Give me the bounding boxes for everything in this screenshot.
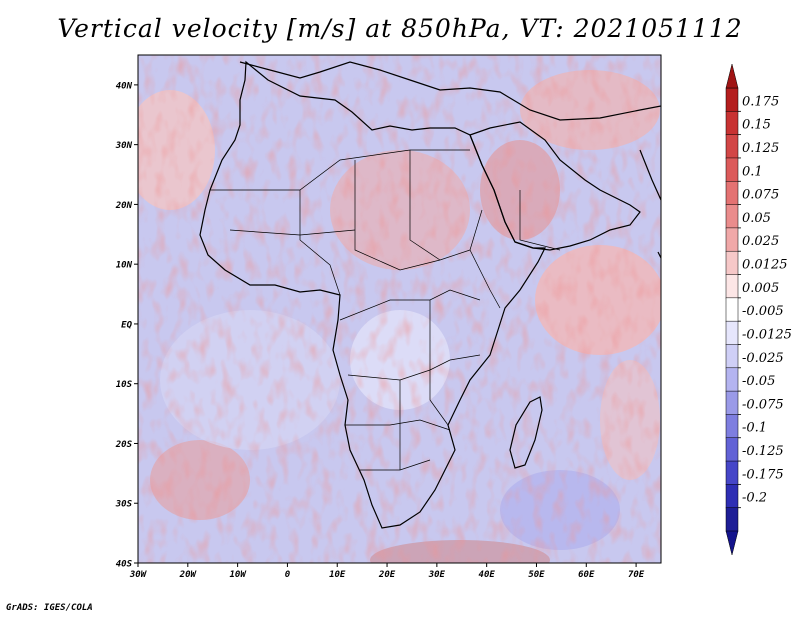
lat-tick-label: 30N [115, 141, 133, 151]
lat-tick-label: 10S [116, 380, 133, 390]
colorbar-swatch [725, 507, 739, 532]
arabia-coastline [469, 121, 641, 251]
field-texture-white [138, 55, 661, 563]
lon-tick-label: 60E [578, 570, 595, 580]
country-borders [210, 149, 561, 471]
colorbar: 0.175 0.15 0.125 0.1 0.075 0.05 0.025 0.0125 0.0… [725, 63, 792, 556]
colorbar-swatch [725, 181, 739, 206]
colorbar-top-arrow [725, 63, 739, 89]
colorbar-label: -0.1 [742, 421, 767, 436]
colorbar-swatch [725, 111, 739, 136]
grads-credit: GrADS: IGES/COLA [6, 603, 93, 613]
longitude-axis: 30W 20W 10W 0 10E 20E 30E 40E 50E 60E 70E [129, 563, 645, 580]
lon-tick-label: 10E [329, 570, 346, 580]
colorbar-label: -0.0125 [742, 327, 792, 342]
colorbar-label: 0.05 [742, 211, 771, 226]
lat-tick-label: 40S [116, 560, 133, 570]
colorbar-label: 0.1 [742, 164, 763, 179]
lat-tick-label: 20S [115, 440, 133, 450]
colorbar-swatch [725, 250, 739, 276]
colorbar-swatch [725, 390, 739, 415]
lat-tick-label: 20N [115, 201, 133, 211]
colorbar-label: 0.125 [742, 141, 779, 156]
colorbar-label: -0.005 [742, 304, 784, 319]
colorbar-label: 0.175 [742, 94, 779, 109]
madagascar-coastline [509, 396, 543, 469]
map-plot-area [138, 55, 661, 563]
colorbar-label: 0.005 [742, 281, 779, 296]
africa-coastline [199, 60, 546, 529]
colorbar-swatch [725, 87, 739, 112]
colorbar-swatch [725, 367, 739, 392]
colorbar-label: -0.075 [742, 397, 784, 412]
lon-tick-label: 0 [285, 570, 291, 580]
lat-tick-label: 10N [116, 261, 133, 271]
lat-tick-label: 40N [116, 81, 133, 91]
europe-coastline [239, 61, 661, 121]
colorbar-label: 0.075 [742, 188, 779, 203]
lon-tick-label: 30W [129, 570, 148, 580]
coastlines [199, 60, 661, 529]
colorbar-swatch [725, 274, 739, 299]
colorbar-label: -0.125 [742, 444, 784, 459]
colorbar-swatch [725, 227, 739, 252]
colorbar-swatch [725, 204, 739, 229]
colorbar-label: -0.025 [742, 351, 784, 366]
india-coastline [639, 149, 661, 201]
lon-tick-label: 40E [479, 570, 496, 580]
lon-tick-label: 50E [528, 570, 545, 580]
lat-tick-label: EQ [121, 320, 132, 330]
colorbar-swatch [725, 414, 739, 439]
chart-title: Vertical velocity [m/s] at 850hPa, VT: 2… [57, 14, 743, 43]
latitude-axis: 40N 30N 20N 10N EQ 10S 20S 30S 40S [115, 81, 138, 570]
colorbar-swatch [725, 460, 739, 485]
colorbar-label: 0.025 [742, 234, 779, 249]
colorbar-label: -0.05 [742, 374, 775, 389]
colorbar-swatch [725, 157, 739, 182]
lon-tick-label: 20E [378, 570, 396, 580]
lon-tick-label: 30E [428, 570, 446, 580]
colorbar-swatch [725, 134, 739, 159]
colorbar-swatch [725, 484, 739, 509]
colorbar-bottom-arrow [725, 530, 739, 556]
colorbar-swatch [725, 437, 739, 462]
colorbar-label: 0.0125 [742, 258, 788, 273]
colorbar-label: -0.2 [742, 491, 767, 506]
colorbar-label: 0.15 [742, 118, 771, 133]
lon-tick-label: 20W [179, 570, 198, 580]
map-frame [137, 54, 662, 564]
lat-tick-label: 30S [115, 500, 133, 510]
colorbar-swatch [725, 320, 739, 346]
colorbar-label: -0.175 [742, 467, 784, 482]
lon-tick-label: 70E [628, 570, 645, 580]
colorbar-swatch [725, 344, 739, 369]
colorbar-swatch [725, 297, 739, 322]
lon-tick-label: 10W [229, 570, 247, 580]
